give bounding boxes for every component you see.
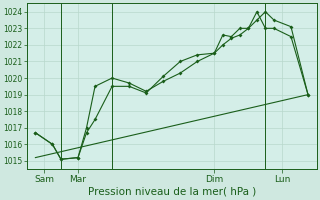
X-axis label: Pression niveau de la mer( hPa ): Pression niveau de la mer( hPa ) (88, 187, 256, 197)
